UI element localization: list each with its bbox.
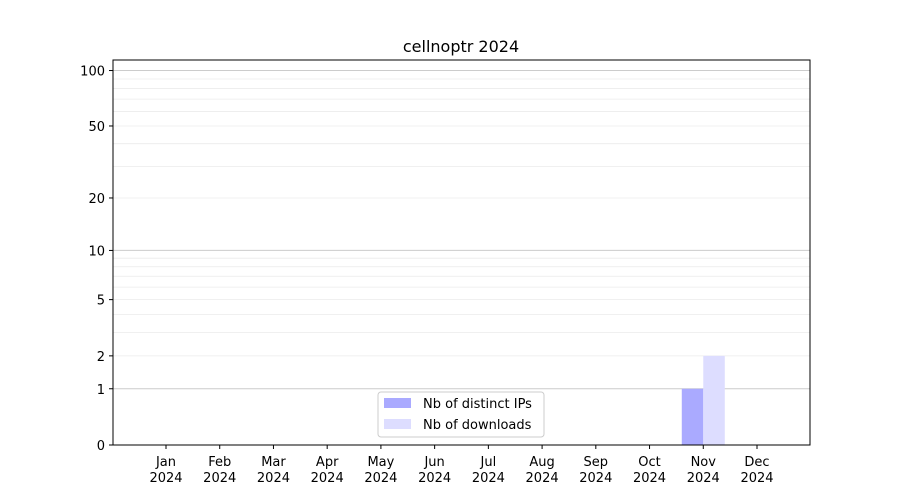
legend: Nb of distinct IPs Nb of downloads	[377, 391, 545, 438]
x-tick-label: Oct	[638, 455, 660, 470]
legend-box	[377, 391, 545, 438]
x-tick-label: May	[367, 455, 394, 470]
x-tick-label: 2024	[203, 471, 236, 486]
y-tick-label: 2	[97, 350, 105, 365]
x-tick-label: Jul	[480, 455, 497, 470]
x-tick-label: Sep	[584, 455, 609, 470]
y-tick-label: 0	[97, 439, 105, 454]
legend-swatch	[384, 419, 411, 429]
y-tick-label: 10	[88, 244, 105, 259]
x-tick-label: Feb	[208, 455, 231, 470]
x-tick-label: Jan	[155, 455, 176, 470]
x-tick-label: Aug	[529, 455, 554, 470]
x-tick-label: Mar	[261, 455, 286, 470]
x-tick-label: 2024	[149, 471, 182, 486]
x-tick-label: 2024	[633, 471, 666, 486]
x-tick-label: 2024	[472, 471, 505, 486]
bar-downloads	[703, 355, 725, 445]
x-tick-label: 2024	[526, 471, 559, 486]
y-tick-label: 20	[88, 192, 105, 207]
legend-label: Nb of downloads	[423, 418, 532, 433]
x-tick-label: Nov	[691, 455, 717, 470]
x-tick-label: 2024	[740, 471, 773, 486]
y-tick-label: 5	[97, 294, 105, 309]
x-tick-label: 2024	[687, 471, 720, 486]
legend-swatch	[384, 398, 411, 408]
x-tick-label: 2024	[364, 471, 397, 486]
chart-title: cellnoptr 2024	[403, 37, 519, 56]
x-tick-label: 2024	[257, 471, 290, 486]
bar-distinct-ips	[681, 388, 704, 445]
legend-label: Nb of distinct IPs	[423, 397, 532, 412]
y-tick-label: 100	[80, 65, 105, 80]
x-tick-label: Dec	[744, 455, 769, 470]
x-tick-label: Apr	[316, 455, 339, 470]
x-tick-label: Jun	[423, 455, 444, 470]
x-tick-label: 2024	[418, 471, 451, 486]
plot-frame	[112, 59, 811, 446]
x-tick-label: 2024	[311, 471, 344, 486]
x-tick-label: 2024	[579, 471, 612, 486]
y-tick-label: 50	[88, 120, 105, 135]
y-tick-label: 1	[97, 383, 105, 398]
